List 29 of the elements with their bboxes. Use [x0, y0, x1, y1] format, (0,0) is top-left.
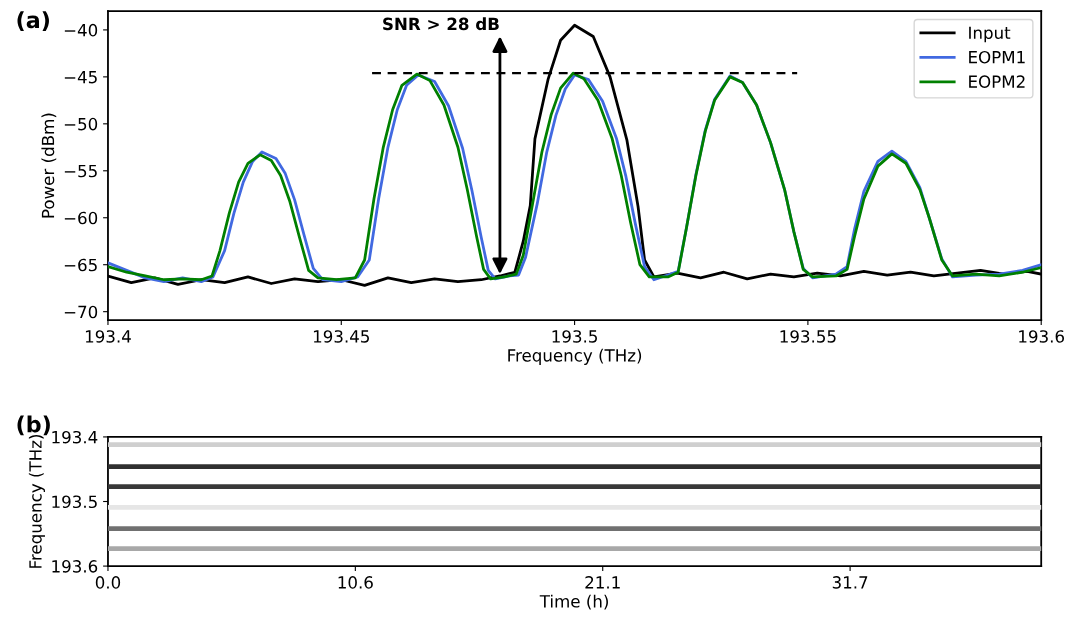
y-axis-title: Power (dBm) [41, 113, 57, 218]
x-axis-title: Frequency (THz) [508, 348, 642, 365]
x-tick-label: 0.0 [95, 576, 121, 589]
x-tick-label: 21.1 [585, 576, 620, 589]
y-tick-label: −50 [64, 117, 98, 131]
y-tick-label: −40 [64, 23, 98, 37]
x-axis-title: Time (h) [539, 594, 608, 610]
legend-label: Input [969, 26, 1011, 43]
y-tick-label: −65 [64, 258, 97, 272]
y-tick-label: 193.5 [52, 495, 97, 509]
x-tick-label: 31.7 [832, 576, 868, 589]
x-tick-label: 193.5 [552, 330, 597, 343]
x-tick-label: 193.55 [780, 330, 836, 343]
legend-label: EOPM2 [969, 75, 1025, 88]
chart-title: (a) [17, 11, 49, 31]
y-tick-label: −60 [64, 211, 98, 225]
y-tick-label: −70 [64, 305, 98, 319]
y-tick-label: 193.4 [52, 430, 98, 444]
legend-label: EOPM1 [969, 50, 1025, 64]
y-tick-label: 193.6 [52, 560, 98, 573]
x-tick-label: 193.6 [1019, 330, 1065, 343]
x-tick-label: 10.6 [338, 576, 373, 589]
y-tick-label: −45 [64, 71, 97, 84]
x-tick-label: 193.4 [85, 330, 131, 343]
y-axis-title: Frequency (THz) [28, 435, 45, 568]
x-tick-label: 193.45 [313, 330, 369, 343]
y-tick-label: −55 [64, 164, 97, 178]
annotation: SNR > 28 dB [383, 17, 499, 31]
chart-title: (b) [17, 415, 50, 436]
